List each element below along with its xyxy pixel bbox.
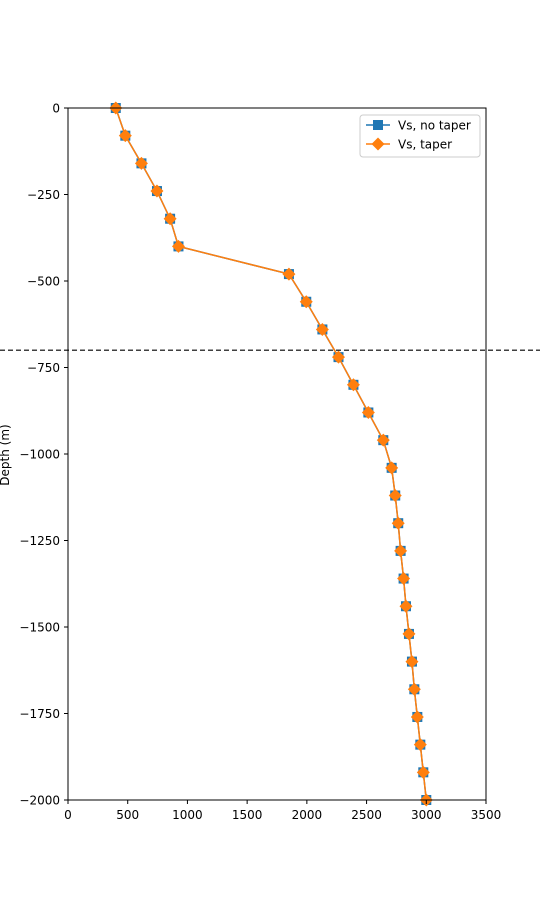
plot-content [0, 101, 540, 807]
point-s1-20 [405, 655, 419, 669]
x-tick-label-3: 1500 [232, 808, 263, 822]
series-line-0 [115, 107, 428, 801]
point-s1-16 [394, 544, 408, 558]
point-s1-1 [118, 129, 132, 143]
point-s1-6 [282, 267, 296, 281]
legend-label-0: Vs, no taper [398, 119, 471, 133]
x-tick-label-6: 3000 [411, 808, 442, 822]
y-tick-label-7: −1750 [19, 707, 60, 721]
point-s1-4 [163, 212, 177, 226]
point-s1-13 [385, 461, 399, 475]
y-axis-label: Depth (m) [0, 424, 12, 485]
point-s1-10 [346, 378, 360, 392]
point-s1-12 [376, 433, 390, 447]
point-s1-17 [397, 572, 411, 586]
plot-frame [67, 107, 487, 801]
x-tick-label-7: 3500 [471, 808, 502, 822]
y-tick-label-6: −1500 [19, 621, 60, 635]
point-s1-8 [315, 322, 329, 336]
point-s1-11 [361, 405, 375, 419]
point-s1-15 [391, 516, 405, 530]
point-s1-9 [332, 350, 346, 364]
point-s1-18 [399, 599, 413, 613]
axes: 0 500 1000 1500 2000 2500 3000 3500 0 −250 −500 −75… [19, 102, 501, 823]
legend: Vs, no taper Vs, taper [359, 114, 481, 158]
point-s1-2 [134, 156, 148, 170]
legend-marker-0 [373, 120, 383, 130]
point-s1-14 [388, 489, 402, 503]
point-s1-7 [299, 295, 313, 309]
y-tick-label-4: −1000 [19, 448, 60, 462]
x-tick-label-2: 1000 [172, 808, 203, 822]
legend-marker-1 [371, 137, 385, 151]
y-tick-label-5: −1250 [19, 534, 60, 548]
point-s1-3 [150, 184, 164, 198]
x-tick-label-4: 2000 [292, 808, 323, 822]
legend-label-1: Vs, taper [398, 138, 452, 152]
y-tick-label-1: −250 [27, 188, 60, 202]
series-line-1 [115, 107, 428, 801]
point-s1-22 [410, 710, 424, 724]
y-tick-label-8: −2000 [19, 794, 60, 808]
point-s1-24 [416, 765, 430, 779]
x-tick-label-1: 500 [116, 808, 139, 822]
y-tick-label-2: −500 [27, 275, 60, 289]
x-tick-label-0: 0 [64, 808, 72, 822]
point-s1-21 [407, 682, 421, 696]
x-tick-label-5: 2500 [351, 808, 382, 822]
point-s1-5 [171, 239, 185, 253]
y-tick-label-0: 0 [52, 102, 60, 116]
point-s1-19 [402, 627, 416, 641]
y-tick-label-3: −750 [27, 361, 60, 375]
point-s1-23 [413, 738, 427, 752]
